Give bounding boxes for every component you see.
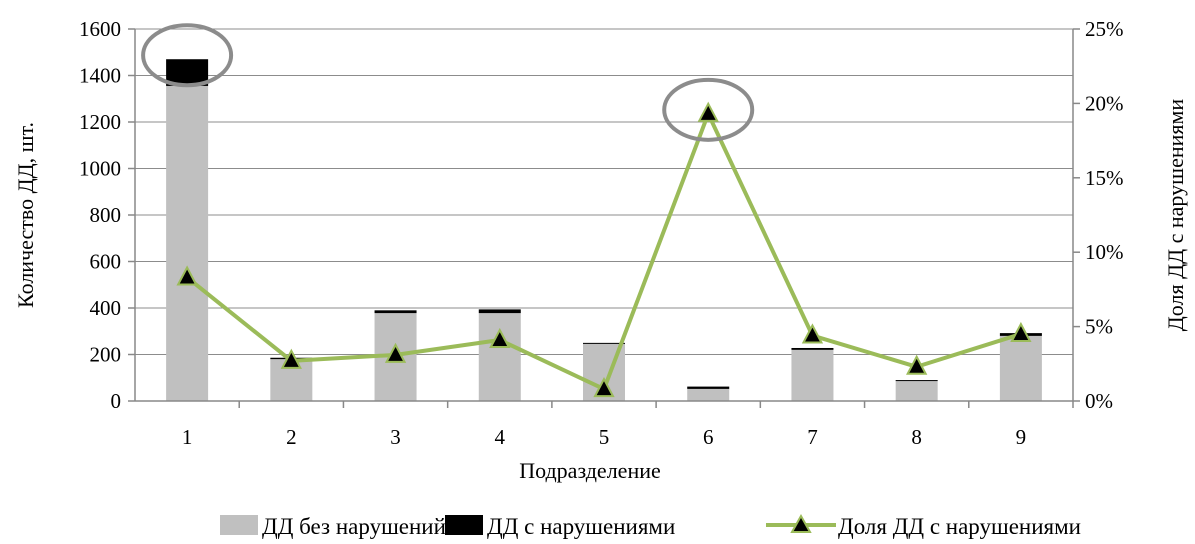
right-tick-label: 5% — [1085, 315, 1113, 339]
x-tick-label: 9 — [1016, 425, 1027, 449]
bars — [166, 59, 1042, 402]
x-tick-label: 6 — [703, 425, 714, 449]
bar-with-violations — [166, 59, 209, 86]
share-point-marker — [489, 327, 511, 348]
legend-marker-share-icon — [790, 513, 812, 533]
share-point-marker — [384, 342, 407, 363]
bar-with-violations — [374, 310, 417, 314]
share-line — [176, 101, 1032, 398]
bar-with-violations — [791, 347, 834, 350]
x-tick-label: 5 — [599, 425, 610, 449]
legend-swatch-with-violations — [445, 515, 483, 535]
right-tick-label: 0% — [1085, 389, 1113, 413]
left-tick-label: 600 — [90, 250, 122, 274]
legend-label-share: Доля ДД с нарушениями — [838, 514, 1081, 539]
left-tick-label: 1600 — [79, 17, 121, 41]
left-tick-label: 200 — [90, 343, 122, 367]
right-tick-label: 20% — [1085, 91, 1124, 115]
legend-label-no-violations: ДД без нарушений — [262, 514, 446, 539]
left-tick-label: 800 — [90, 203, 122, 227]
bar-no-violations — [166, 85, 209, 402]
legend-swatch-no-violations — [220, 515, 258, 535]
x-tick-label: 8 — [911, 425, 922, 449]
left-tick-label: 1000 — [79, 157, 121, 181]
left-tick-label: 1400 — [79, 64, 121, 88]
share-point-marker — [801, 323, 824, 344]
x-tick-label: 4 — [495, 425, 506, 449]
share-point-marker — [176, 265, 198, 286]
legend: ДД без нарушений ДД с нарушениями Доля Д… — [220, 513, 1081, 539]
bar-no-violations — [895, 380, 938, 401]
bar-no-violations — [687, 388, 730, 401]
right-y-axis-title: Доля ДД с нарушениями — [1163, 99, 1188, 332]
share-point-marker — [697, 101, 719, 122]
bar-no-violations — [791, 349, 834, 401]
bar-with-violations — [895, 380, 938, 382]
x-tick-label: 3 — [390, 425, 401, 449]
share-point-marker — [906, 354, 928, 375]
right-tick-label: 25% — [1085, 17, 1124, 41]
left-tick-label: 400 — [90, 296, 122, 320]
legend-label-with-violations: ДД с нарушениями — [487, 514, 675, 539]
tick-labels: 0 200 400 600 800 1000 1200 1400 1600 0% 5% 10% 15% 2… — [79, 17, 1124, 449]
left-y-axis-title: Количество ДД, шт. — [13, 122, 38, 308]
bar-no-violations — [999, 335, 1042, 401]
axes — [134, 29, 1074, 402]
left-tick-label: 0 — [111, 389, 122, 413]
right-tick-label: 10% — [1085, 240, 1124, 264]
x-axis-title: Подразделение — [519, 458, 661, 483]
x-tick-label: 2 — [286, 425, 297, 449]
share-point-marker — [1010, 321, 1032, 343]
share-point-marker — [593, 376, 615, 398]
bar-with-violations — [583, 342, 625, 344]
highlight-circle — [662, 77, 755, 142]
x-tick-label: 1 — [182, 425, 193, 449]
highlight-circles — [141, 23, 755, 142]
highlight-circle — [141, 23, 234, 88]
share-point-marker — [280, 348, 302, 369]
left-tick-label: 1200 — [79, 110, 121, 134]
bar-with-violations — [687, 386, 730, 389]
bar-with-violations — [478, 309, 521, 314]
right-tick-label: 15% — [1085, 166, 1124, 190]
bar-no-violations — [478, 313, 521, 401]
x-tick-label: 7 — [807, 425, 818, 449]
